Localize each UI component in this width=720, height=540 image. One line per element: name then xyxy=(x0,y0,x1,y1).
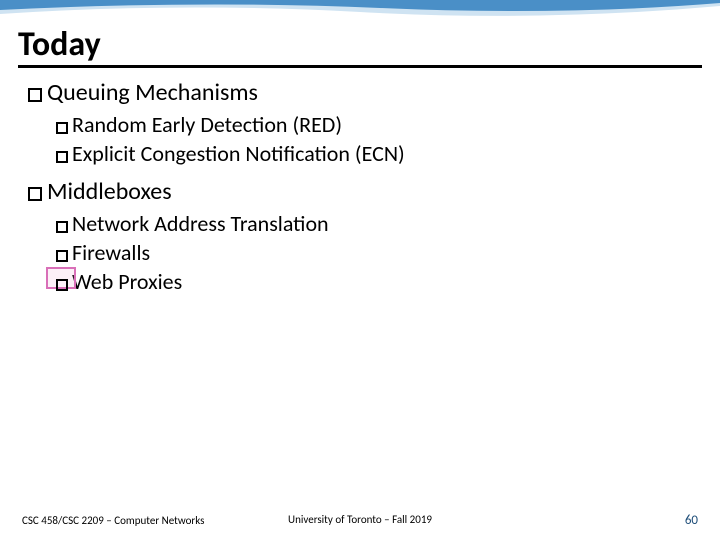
list-item-text: Network Address Translation xyxy=(72,210,329,237)
list-item: Web Proxies xyxy=(56,268,692,295)
list-item-text: Web Proxies xyxy=(72,268,182,295)
footer-left: CSC 458/CSC 2209 – Computer Networks xyxy=(22,514,204,527)
list-item: Network Address Translation xyxy=(56,210,692,237)
list-item: Firewalls xyxy=(56,239,692,266)
list-item: Explicit Congestion Notification (ECN) xyxy=(56,140,692,167)
list-item: Random Early Detection (RED) xyxy=(56,111,692,138)
list-item-text: Explicit Congestion Notification (ECN) xyxy=(72,140,405,167)
square-bullet-icon xyxy=(56,250,68,262)
square-bullet-icon xyxy=(56,122,68,134)
title-underline xyxy=(18,65,702,68)
footer-center: University of Toronto – Fall 2019 xyxy=(288,513,432,526)
section-heading-text: Middleboxes xyxy=(47,177,172,206)
square-bullet-icon xyxy=(56,151,68,163)
list-item-text: Firewalls xyxy=(72,239,150,266)
section-heading: Queuing Mechanisms xyxy=(28,78,692,107)
slide-title: Today xyxy=(18,24,702,67)
outline-content: Queuing Mechanisms Random Early Detectio… xyxy=(28,78,692,297)
square-bullet-icon xyxy=(56,221,68,233)
square-bullet-icon xyxy=(28,88,42,102)
section-heading-text: Queuing Mechanisms xyxy=(47,78,258,107)
section-heading: Middleboxes xyxy=(28,177,692,206)
list-item-text: Random Early Detection (RED) xyxy=(72,111,342,138)
square-bullet-icon xyxy=(56,279,68,291)
slide-footer: CSC 458/CSC 2209 – Computer Networks Uni… xyxy=(22,513,698,528)
slide-number: 60 xyxy=(685,513,698,528)
square-bullet-icon xyxy=(28,187,42,201)
